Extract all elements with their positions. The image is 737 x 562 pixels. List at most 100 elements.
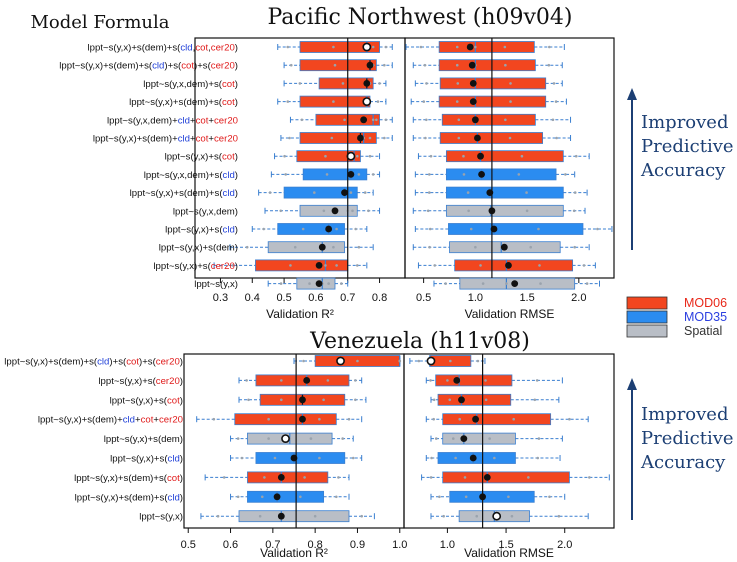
formula-segment: lppt~s(y,x) <box>139 512 183 523</box>
obs-point <box>454 456 457 460</box>
obs-point <box>448 398 452 402</box>
obs-point <box>493 456 496 460</box>
formula-label: lppt~s(y,x)+s(dem) <box>104 434 183 445</box>
formula-segment: cld <box>168 454 180 465</box>
obs-point <box>332 45 335 49</box>
box-row <box>251 223 368 235</box>
obs-point <box>378 82 381 85</box>
box <box>442 413 552 426</box>
formula-segment: lppt~s(y,x,dem)+ <box>107 115 178 126</box>
legend-label: Spatial <box>684 324 722 338</box>
obs-point <box>258 514 262 518</box>
obs-point <box>428 245 431 249</box>
up-arrow-head <box>627 378 637 390</box>
mean-marker <box>362 42 372 52</box>
obs-point <box>341 437 344 440</box>
formula-segment: lppt~s(y,x,dem)+s( <box>144 170 224 181</box>
obs-point <box>260 495 264 499</box>
obs-point <box>357 173 361 176</box>
model-formula-header: Model Formula <box>30 12 169 33</box>
mean-marker <box>277 512 285 520</box>
obs-point <box>371 118 375 122</box>
obs-point <box>475 514 479 518</box>
obs-point <box>349 191 353 194</box>
obs-point <box>527 476 530 479</box>
formula-segment: lppt~s(y,x,dem) <box>173 206 238 217</box>
box <box>234 413 337 426</box>
formula-segment: lppt~s(y,x)+s(dem)+s( <box>75 492 169 503</box>
mean-marker <box>483 474 491 481</box>
obs-point <box>432 398 436 402</box>
mean-marker <box>458 396 465 404</box>
box <box>435 374 513 387</box>
legend-label: MOD35 <box>684 310 727 324</box>
box <box>448 223 584 235</box>
obs-point <box>302 359 305 363</box>
obs-point <box>455 45 459 49</box>
obs-point <box>298 82 302 85</box>
formula-segment: cld <box>97 357 109 368</box>
obs-point <box>432 417 435 421</box>
formula-segment: cot <box>196 134 209 145</box>
x-tick-label: 1.5 <box>519 292 534 304</box>
box-row <box>293 355 402 367</box>
formula-segment: lppt~s(y,x) <box>194 279 238 290</box>
obs-point <box>463 476 467 479</box>
obs-point <box>425 82 428 85</box>
formula-segment: lppt~s(y,x)+s(dem)+s( <box>129 97 223 108</box>
obs-point <box>462 173 466 176</box>
mean-marker <box>474 134 481 142</box>
formula-label: lppt~s(y,x)+s(dem)+s(cld) <box>130 188 238 199</box>
legend-swatch <box>626 324 668 338</box>
formula-segment: + <box>190 115 196 126</box>
obs-point <box>289 264 292 267</box>
formula-segment: ) <box>180 395 183 406</box>
formula-segment: cer20 <box>156 357 180 368</box>
formula-segment: cld <box>223 225 235 236</box>
formula-segment: , <box>208 43 211 54</box>
formula-label: lppt~s(y,x)+s(dem)+s(cld) <box>75 492 183 503</box>
obs-point <box>551 118 555 122</box>
obs-point <box>313 514 317 518</box>
obs-point <box>508 136 512 140</box>
obs-point <box>573 245 576 249</box>
formula-segment: cot <box>195 43 208 54</box>
box-row <box>414 77 563 90</box>
obs-point <box>479 264 482 267</box>
formula-segment: + <box>135 415 141 426</box>
obs-point <box>398 359 402 363</box>
formula-segment: cer20 <box>211 261 235 272</box>
mean-marker <box>347 171 355 178</box>
formula-label: lppt~s(y,x)+s(cot) <box>165 152 238 163</box>
x-tick-label: 1.0 <box>468 292 483 304</box>
obs-point <box>438 495 441 499</box>
formula-segment: cot <box>167 395 180 406</box>
box <box>267 241 345 254</box>
obs-point <box>424 136 427 140</box>
obs-point <box>537 227 540 231</box>
obs-point <box>371 45 375 49</box>
obs-point <box>340 282 343 285</box>
obs-point <box>429 379 432 382</box>
mean-marker <box>469 454 477 462</box>
obs-point <box>582 264 586 267</box>
obs-point <box>425 118 428 122</box>
obs-point <box>245 379 248 382</box>
mean-marker <box>469 98 477 105</box>
x-axis-label: Validation R² <box>266 307 334 321</box>
formula-segment: cld <box>223 188 235 199</box>
x-tick-label: 0.5 <box>181 539 196 551</box>
obs-point <box>564 173 567 176</box>
box-row <box>425 374 563 387</box>
obs-point <box>430 456 433 460</box>
obs-point <box>488 437 491 440</box>
box-row <box>430 432 563 445</box>
obs-point <box>456 82 460 85</box>
formula-segment: cot <box>222 97 235 108</box>
formula-segment: )+s( <box>194 61 212 72</box>
obs-point <box>300 118 304 122</box>
formula-label: lppt~s(y,x)+s(dem)+cld+cot+cer20 <box>38 415 183 426</box>
